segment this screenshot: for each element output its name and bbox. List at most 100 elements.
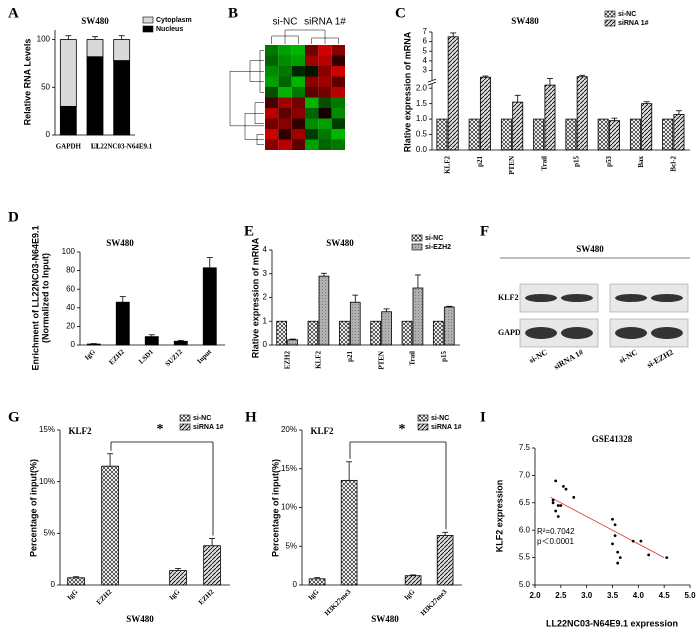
- x-tick-label: 2.0: [529, 591, 541, 600]
- point: [551, 498, 555, 502]
- heatmap-cell: [265, 66, 279, 77]
- heatmap-cell: [318, 129, 332, 140]
- x-tick-label: PTEN: [377, 351, 385, 370]
- bar: [576, 76, 588, 151]
- bar: [436, 118, 448, 151]
- bar: [287, 339, 298, 346]
- heatmap-cell: [278, 139, 292, 150]
- bar: [101, 465, 119, 586]
- point: [631, 539, 635, 543]
- x-tick-label: p15: [573, 156, 581, 167]
- point: [665, 556, 669, 559]
- axis-break: [427, 81, 437, 86]
- y-tick-label: 2.0: [416, 83, 428, 92]
- y-tick-label: 20: [66, 322, 75, 331]
- y-tick-label: 1.5: [416, 99, 428, 108]
- y-tick-label: 7: [423, 27, 428, 36]
- legend-label: siRNA 1#: [193, 424, 224, 431]
- heatmap-cell: [265, 108, 279, 119]
- legend-label: siRNA 1#: [618, 20, 649, 27]
- bar: [544, 84, 556, 151]
- y-axis-label: Rlative expression of mRNA: [250, 237, 260, 358]
- bar: [308, 578, 326, 586]
- bar: [436, 535, 454, 586]
- y-tick-label: 1: [263, 316, 268, 325]
- legend-swatch: [142, 16, 154, 24]
- heatmap-cell: [265, 129, 279, 140]
- legend-label: si-EZH2: [425, 244, 451, 251]
- heatmap-cell: [278, 76, 292, 87]
- legend-label: Cytoplasm: [156, 17, 192, 24]
- y-tick-label: 0: [51, 580, 56, 589]
- heatmap-cell: [291, 108, 305, 119]
- legend-swatch: [417, 414, 429, 422]
- lane-label: si-EZH2: [645, 348, 675, 370]
- y-tick-label: 1.0: [416, 114, 428, 123]
- chart-title: SW480: [106, 238, 134, 248]
- y-tick-label: 4: [423, 56, 428, 65]
- y-tick-label: 15%: [39, 425, 55, 434]
- chart-title: SW480: [511, 16, 539, 26]
- x-tick-label: EZH2: [283, 351, 291, 370]
- blot-band: [650, 294, 683, 302]
- x-axis-label: SW480: [371, 614, 399, 624]
- bar-segment: [86, 56, 104, 136]
- bar: [662, 118, 674, 151]
- bar: [404, 575, 422, 586]
- chart-title: SW480: [81, 16, 109, 26]
- y-tick-label: 60: [66, 284, 75, 293]
- bar: [349, 301, 361, 346]
- heatmap-cell: [278, 66, 292, 77]
- heatmap-cell: [278, 55, 292, 66]
- annotation: R²=0.7042: [537, 527, 575, 536]
- x-tick-label: IgG: [403, 588, 417, 602]
- panel-letter: F: [480, 223, 489, 239]
- y-tick-label: 2: [263, 293, 268, 302]
- fit-line: [550, 496, 665, 558]
- heatmap-cell: [318, 108, 332, 119]
- y-tick-label: 7.5: [519, 443, 531, 452]
- bar-segment: [59, 39, 77, 107]
- heatmap-cell: [265, 139, 279, 150]
- panel-letter: C: [395, 5, 406, 21]
- heatmap-cell: [305, 55, 319, 66]
- x-tick-label: EZH2: [95, 588, 114, 607]
- heatmap-cell: [291, 139, 305, 150]
- annotation: p＜0.0001: [537, 537, 574, 546]
- heatmap-cell: [318, 45, 332, 56]
- panel-letter: I: [480, 409, 486, 425]
- point: [554, 479, 558, 483]
- panel-letter: B: [228, 5, 238, 21]
- y-axis-label: Percentage of input(%): [28, 459, 38, 557]
- heatmap-cell: [305, 129, 319, 140]
- heatmap-cell: [291, 87, 305, 98]
- y-tick-label: 6.5: [519, 498, 531, 507]
- heatmap-cell: [291, 97, 305, 108]
- legend-swatch: [604, 10, 616, 18]
- heatmap-cell: [331, 66, 345, 77]
- lane-label: si-NC: [618, 347, 640, 365]
- y-tick-label: 5%: [43, 528, 55, 537]
- legend-swatch: [411, 234, 423, 242]
- chart-title: SW480: [576, 244, 604, 254]
- x-tick-label: 3.5: [607, 591, 619, 600]
- point: [554, 509, 558, 513]
- x-tick-label: p53: [605, 156, 613, 167]
- bar: [500, 118, 512, 151]
- heatmap-cell: [305, 45, 319, 56]
- heatmap-cell: [331, 97, 345, 108]
- bar: [203, 545, 221, 586]
- legend-swatch: [179, 423, 191, 431]
- chart-title: SW480: [326, 238, 354, 248]
- heatmap-cell: [331, 45, 345, 56]
- x-tick-label: IgG: [66, 588, 80, 602]
- point: [556, 504, 560, 507]
- bar: [144, 336, 159, 346]
- heatmap-cell: [291, 55, 305, 66]
- y-tick-label: 5: [423, 46, 428, 55]
- panel-letter: E: [244, 223, 254, 239]
- heatmap-cell: [291, 66, 305, 77]
- row-label: GAPDH: [498, 328, 528, 337]
- heatmap-cell: [318, 118, 332, 129]
